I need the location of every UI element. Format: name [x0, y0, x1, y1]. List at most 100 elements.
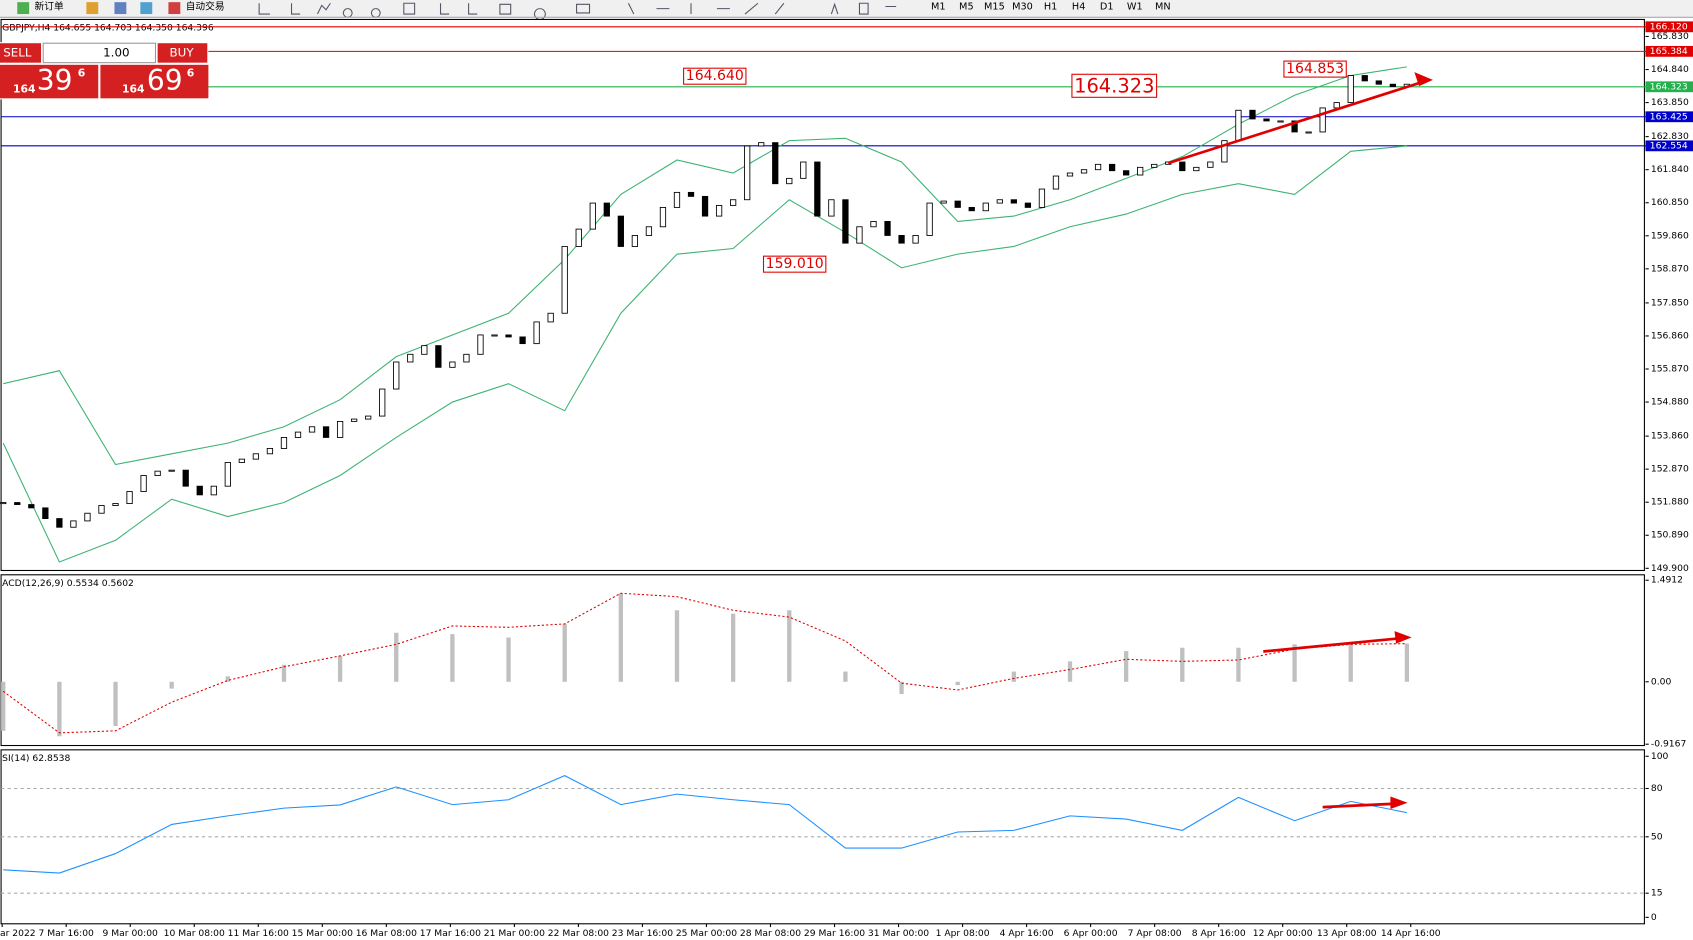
- candle: [842, 199, 849, 244]
- candle: [393, 361, 400, 390]
- candle: [940, 200, 947, 204]
- macd-bar: [1348, 644, 1353, 682]
- y-tick-label: 50: [1651, 831, 1663, 842]
- candle: [603, 202, 610, 217]
- macd-bar: [113, 681, 118, 727]
- candle: [266, 448, 274, 455]
- candle: [336, 420, 344, 438]
- timeframe-button[interactable]: H1: [1044, 1, 1057, 12]
- timeframe-button[interactable]: D1: [1100, 1, 1114, 12]
- bid-big-figure: 164: [13, 83, 36, 96]
- candle: [673, 191, 681, 208]
- auto-trade-icon[interactable]: [168, 2, 181, 15]
- candle: [828, 199, 835, 217]
- candle: [1052, 175, 1060, 190]
- candle: [1319, 107, 1326, 133]
- y-tick-label: 1.4912: [1651, 575, 1683, 586]
- x-tick-label: ar 2022: [0, 928, 36, 939]
- timeframe-button[interactable]: M5: [959, 1, 974, 12]
- candle: [1024, 202, 1032, 208]
- candle: [210, 485, 217, 496]
- macd-bar: [1180, 647, 1185, 682]
- x-tick-label: 1 Apr 08:00: [936, 928, 990, 939]
- candle: [1137, 166, 1144, 176]
- macd-bar: [1236, 647, 1241, 682]
- candle: [491, 334, 498, 337]
- lots-input[interactable]: [42, 42, 157, 64]
- candle: [42, 507, 49, 519]
- candle: [1277, 120, 1284, 123]
- candle: [407, 353, 414, 363]
- candle: [1389, 83, 1396, 87]
- lots-value[interactable]: 1.00: [103, 45, 129, 59]
- candle: [1333, 102, 1340, 109]
- bid-fraction: 6: [78, 66, 86, 79]
- y-tick-label: 149.900: [1651, 563, 1689, 574]
- annotation-box: [762, 255, 827, 273]
- candle: [477, 334, 484, 355]
- tool-icon[interactable]: [114, 2, 127, 15]
- trade-panel: SELL 1.00 BUY 164 39 6 164 69 6: [0, 42, 209, 100]
- price-annotation: 164.853: [1286, 61, 1344, 77]
- candle: [379, 388, 386, 417]
- series-line: [2, 592, 1407, 734]
- new-order[interactable]: 新订单: [35, 0, 64, 12]
- x-tick-label: 28 Mar 08:00: [740, 928, 801, 939]
- candle: [252, 453, 260, 460]
- macd-bar: [450, 634, 455, 682]
- candle: [617, 215, 624, 247]
- auto-trade[interactable]: 自动交易: [186, 0, 225, 12]
- candle: [1291, 120, 1298, 133]
- ask-box[interactable]: [100, 64, 209, 99]
- macd-bar: [843, 671, 848, 682]
- candle: [168, 469, 175, 472]
- macd-bar: [506, 637, 511, 682]
- x-tick-label: 6 Apr 00:00: [1064, 928, 1118, 939]
- y-tick-label: 151.880: [1651, 497, 1689, 508]
- sell-label[interactable]: SELL: [3, 45, 32, 59]
- candle: [954, 200, 961, 208]
- candle: [1263, 118, 1270, 122]
- timeframe-button[interactable]: M15: [984, 1, 1005, 12]
- candle: [786, 177, 793, 185]
- y-tick-label: 155.870: [1651, 363, 1689, 374]
- y-tick-label: 161.840: [1651, 164, 1689, 175]
- y-tick-label: 165.830: [1651, 31, 1689, 42]
- buy-button[interactable]: [157, 43, 208, 63]
- macd-bar: [1067, 661, 1073, 682]
- y-tick-label: 163.850: [1651, 97, 1689, 108]
- timeframe-button[interactable]: H4: [1072, 1, 1085, 12]
- macd-bar: [169, 681, 174, 689]
- candle: [561, 246, 568, 314]
- candle: [1080, 169, 1088, 174]
- x-tick-label: 23 Mar 16:00: [612, 928, 673, 939]
- candle: [463, 353, 470, 363]
- candle: [575, 228, 582, 247]
- panel-title: SI(14) 62.8538: [2, 753, 70, 764]
- timeframe-button[interactable]: M30: [1012, 1, 1033, 12]
- macd-bar: [225, 676, 230, 682]
- new-order-icon[interactable]: [17, 2, 30, 15]
- bid-pips: 39: [37, 64, 73, 97]
- y-tick-label: 162.830: [1651, 131, 1689, 142]
- candle: [1221, 140, 1228, 163]
- macd-bar: [1123, 651, 1129, 682]
- buy-label[interactable]: BUY: [170, 45, 195, 59]
- candle: [547, 312, 554, 323]
- bid-box[interactable]: [0, 64, 99, 99]
- candle: [1151, 163, 1158, 168]
- candle: [968, 206, 975, 212]
- timeframe-button[interactable]: MN: [1155, 1, 1171, 12]
- timeframe-button[interactable]: W1: [1127, 1, 1143, 12]
- macd-trend-arrow: [1263, 637, 1398, 653]
- tool-icon[interactable]: [140, 2, 153, 15]
- x-tick-label: 13 Apr 08:00: [1317, 928, 1377, 939]
- timeframe-button[interactable]: M1: [931, 1, 946, 12]
- candle: [1193, 166, 1200, 172]
- arrow-head: [1394, 631, 1412, 644]
- sell-button[interactable]: [0, 43, 42, 63]
- y-tick-label: 160.850: [1651, 197, 1689, 208]
- tool-icon[interactable]: [86, 2, 99, 15]
- candle: [280, 437, 288, 449]
- candle: [744, 145, 751, 201]
